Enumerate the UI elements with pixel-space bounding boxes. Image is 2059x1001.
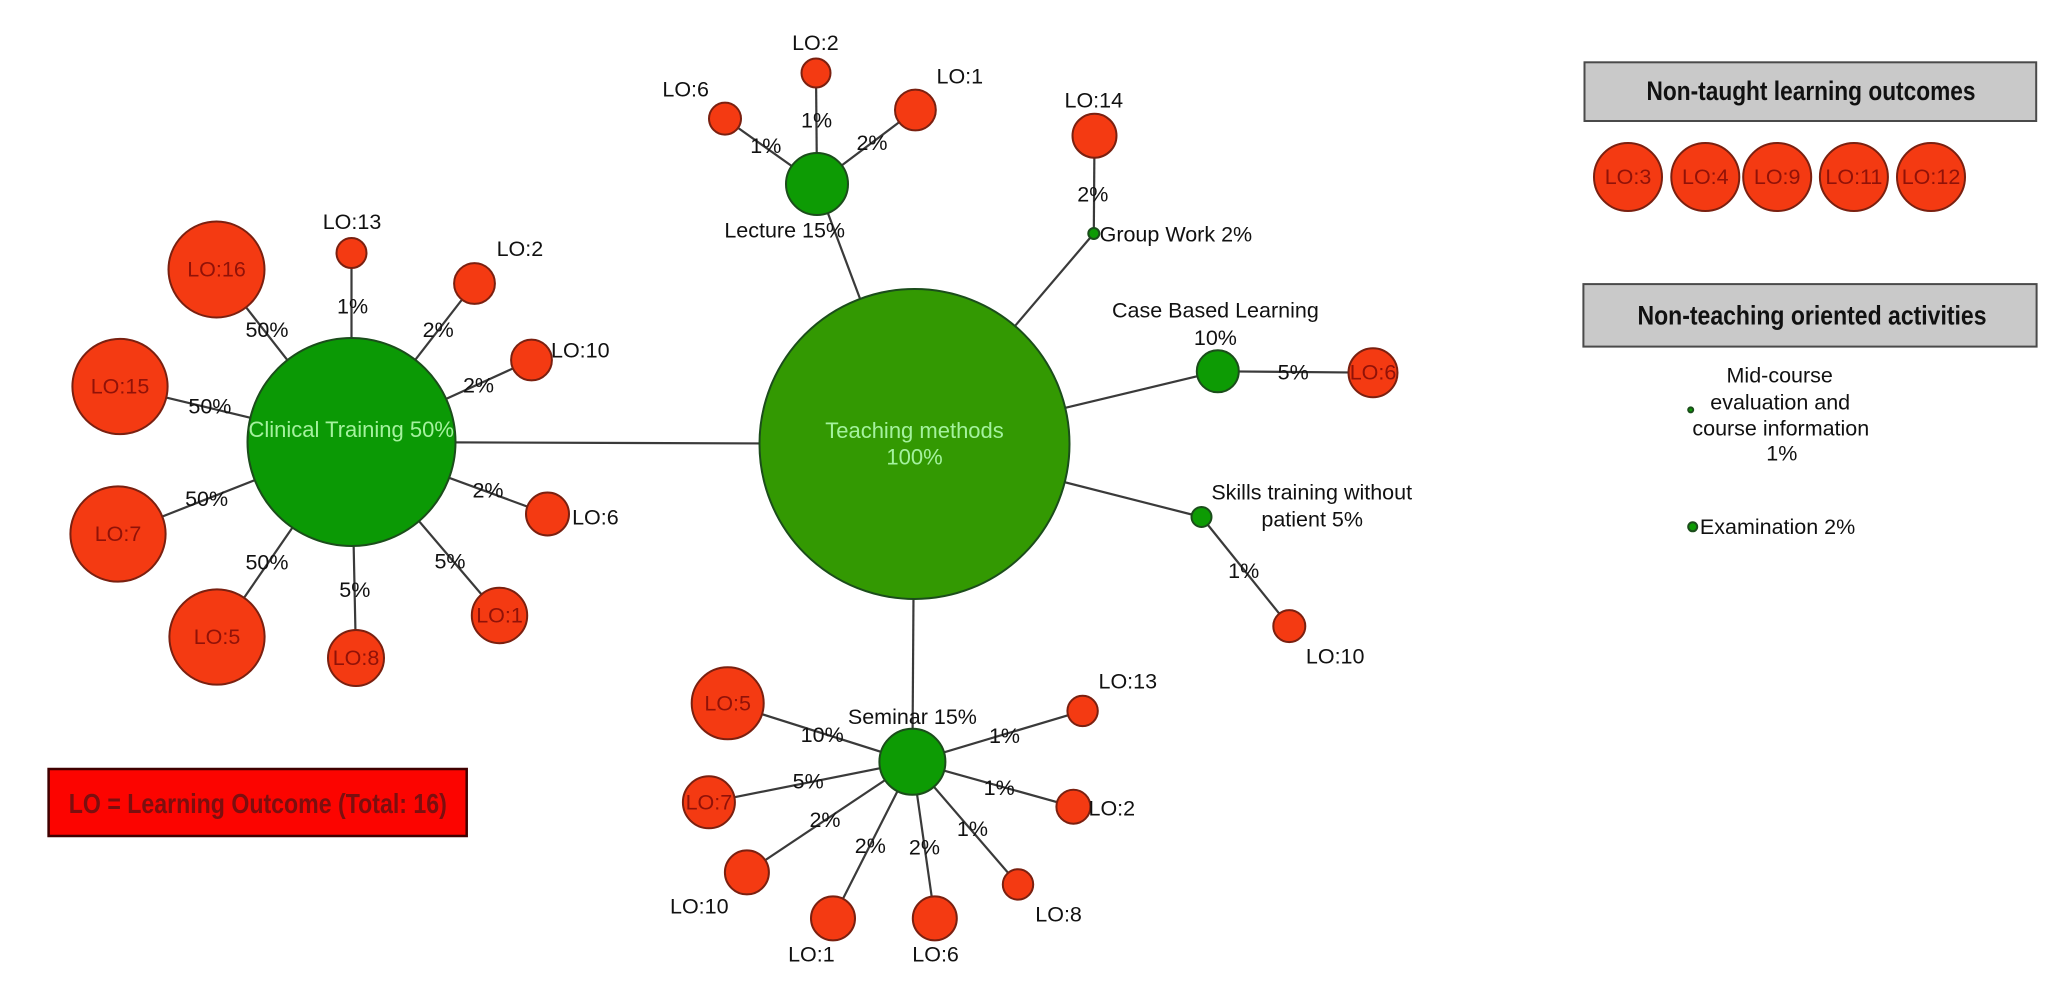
- svg-text:LO:6: LO:6: [1350, 361, 1397, 385]
- svg-text:evaluation and: evaluation and: [1710, 391, 1850, 415]
- svg-text:1%: 1%: [337, 294, 368, 318]
- svg-text:Non-taught learning outcomes: Non-taught learning outcomes: [1647, 76, 1976, 106]
- svg-text:LO:3: LO:3: [1605, 165, 1652, 189]
- svg-text:LO:13: LO:13: [323, 210, 382, 234]
- svg-text:LO:8: LO:8: [333, 646, 380, 670]
- svg-text:50%: 50%: [245, 551, 288, 575]
- svg-text:1%: 1%: [801, 109, 832, 133]
- svg-text:LO:1: LO:1: [936, 64, 983, 88]
- svg-text:Skills training without: Skills training without: [1211, 481, 1412, 505]
- svg-text:LO:1: LO:1: [788, 943, 835, 967]
- svg-text:Mid-course: Mid-course: [1727, 364, 1833, 388]
- svg-text:Seminar 15%: Seminar 15%: [848, 705, 977, 729]
- svg-text:LO:11: LO:11: [1825, 165, 1882, 189]
- svg-text:10%: 10%: [1194, 326, 1237, 350]
- svg-text:LO:7: LO:7: [95, 522, 142, 546]
- svg-text:LO:8: LO:8: [1035, 902, 1082, 926]
- svg-text:2%: 2%: [463, 373, 494, 397]
- svg-text:LO:10: LO:10: [670, 894, 729, 918]
- svg-text:2%: 2%: [809, 808, 840, 832]
- svg-text:Lecture 15%: Lecture 15%: [724, 219, 845, 243]
- svg-text:LO:2: LO:2: [497, 237, 544, 261]
- svg-text:2%: 2%: [1077, 182, 1108, 206]
- svg-text:LO:16: LO:16: [187, 258, 246, 282]
- svg-text:LO:7: LO:7: [686, 790, 733, 814]
- svg-text:LO:6: LO:6: [912, 943, 959, 967]
- svg-text:50%: 50%: [185, 487, 228, 511]
- svg-text:LO:2: LO:2: [1088, 797, 1135, 821]
- svg-text:2%: 2%: [909, 836, 940, 860]
- svg-text:1%: 1%: [957, 817, 988, 841]
- svg-text:course information: course information: [1692, 417, 1869, 441]
- svg-text:5%: 5%: [793, 769, 824, 793]
- svg-text:Clinical Training 50%: Clinical Training 50%: [248, 417, 453, 442]
- svg-text:LO:2: LO:2: [792, 31, 839, 55]
- svg-text:1%: 1%: [1766, 441, 1797, 465]
- svg-text:LO:5: LO:5: [194, 625, 241, 649]
- svg-text:LO:12: LO:12: [1902, 165, 1961, 189]
- svg-text:LO:15: LO:15: [91, 375, 150, 399]
- svg-text:5%: 5%: [1278, 361, 1309, 385]
- svg-text:2%: 2%: [472, 479, 503, 503]
- svg-text:LO:4: LO:4: [1682, 165, 1729, 189]
- svg-text:50%: 50%: [245, 318, 288, 342]
- svg-text:1%: 1%: [750, 134, 781, 158]
- svg-text:LO:10: LO:10: [1306, 644, 1365, 668]
- svg-text:1%: 1%: [984, 776, 1015, 800]
- svg-text:10%: 10%: [801, 723, 844, 747]
- svg-text:LO:13: LO:13: [1099, 669, 1158, 693]
- svg-text:2%: 2%: [856, 131, 887, 155]
- svg-text:LO:5: LO:5: [704, 691, 751, 715]
- svg-text:LO:10: LO:10: [551, 339, 610, 363]
- svg-text:Teaching methods: Teaching methods: [825, 418, 1004, 443]
- svg-text:100%: 100%: [886, 445, 942, 470]
- svg-text:1%: 1%: [1228, 559, 1259, 583]
- svg-text:LO:1: LO:1: [476, 604, 523, 628]
- svg-text:Non-teaching oriented activiti: Non-teaching oriented activities: [1638, 301, 1987, 331]
- svg-text:2%: 2%: [423, 318, 454, 342]
- svg-text:Case Based Learning: Case Based Learning: [1112, 299, 1319, 323]
- svg-text:patient 5%: patient 5%: [1261, 507, 1363, 531]
- svg-text:1%: 1%: [989, 724, 1020, 748]
- svg-text:Examination 2%: Examination 2%: [1700, 515, 1855, 539]
- svg-text:LO = Learning Outcome (Total:: LO = Learning Outcome (Total: 16): [69, 788, 447, 819]
- svg-text:LO:9: LO:9: [1754, 165, 1801, 189]
- svg-text:2%: 2%: [855, 834, 886, 858]
- svg-text:LO:14: LO:14: [1065, 88, 1124, 112]
- svg-text:LO:6: LO:6: [662, 78, 709, 102]
- svg-text:50%: 50%: [188, 395, 231, 419]
- svg-text:5%: 5%: [339, 578, 370, 602]
- svg-text:5%: 5%: [434, 550, 465, 574]
- svg-text:LO:6: LO:6: [572, 505, 619, 529]
- svg-text:Group Work 2%: Group Work 2%: [1100, 223, 1253, 247]
